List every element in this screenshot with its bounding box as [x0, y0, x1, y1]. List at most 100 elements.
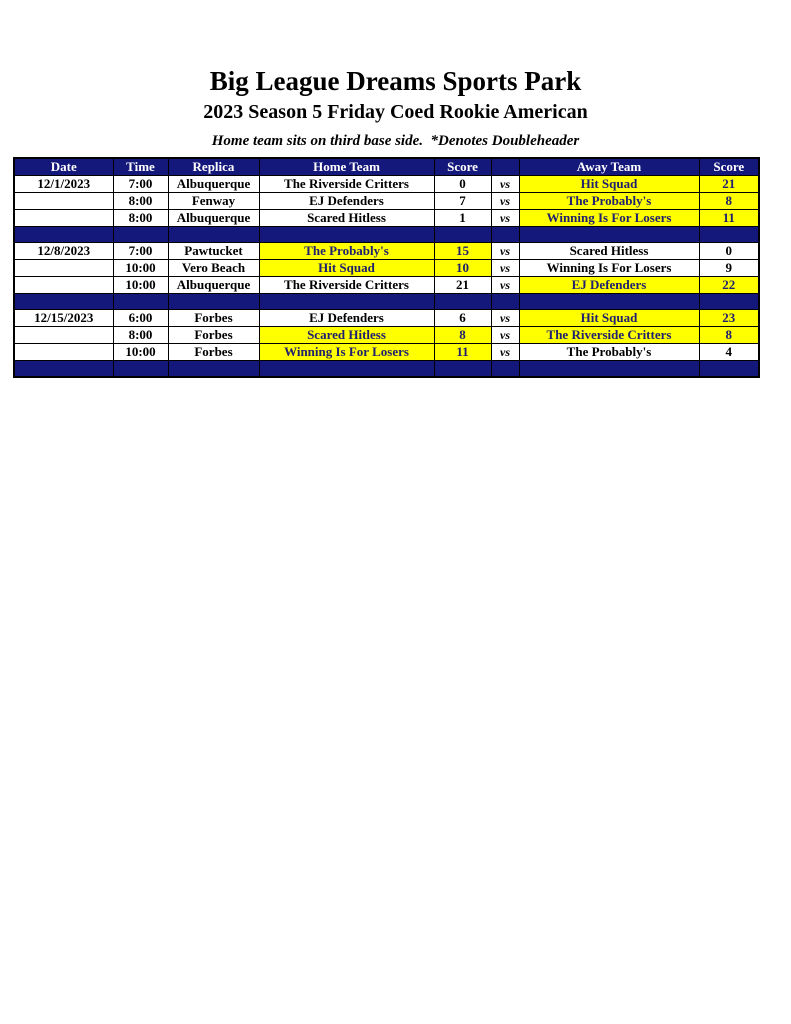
date-cell	[13, 343, 114, 361]
vs-cell: vs	[490, 276, 520, 294]
col-header-replica: Replica	[167, 157, 260, 176]
date-cell	[13, 192, 114, 210]
home-score-cell: 8	[433, 326, 492, 344]
replica-cell: Forbes	[167, 343, 260, 361]
vs-cell: vs	[490, 209, 520, 227]
away-score-cell: 4	[698, 343, 760, 361]
vs-cell: vs	[490, 175, 520, 193]
col-header-date: Date	[13, 157, 114, 176]
game-row: 12/8/2023 7:00 Pawtucket The Probably's 15 vs…	[13, 242, 760, 260]
game-row: 8:00 Fenway EJ Defenders 7 vs The Probably's 8	[13, 192, 760, 210]
separator-cell	[490, 360, 520, 378]
home-score-cell: 0	[433, 175, 492, 193]
separator-cell	[698, 360, 760, 378]
replica-cell: Fenway	[167, 192, 260, 210]
time-cell: 7:00	[112, 175, 169, 193]
separator-cell	[167, 226, 260, 243]
separator-row	[13, 226, 760, 243]
col-header-away-score: Score	[698, 157, 760, 176]
separator-cell	[490, 226, 520, 243]
away-team-cell: The Probably's	[518, 343, 700, 361]
home-team-cell: Winning Is For Losers	[258, 343, 435, 361]
separator-cell	[433, 293, 492, 310]
date-cell: 12/8/2023	[13, 242, 114, 260]
col-header-vs	[490, 157, 520, 176]
time-cell: 8:00	[112, 192, 169, 210]
game-row: 12/15/2023 6:00 Forbes EJ Defenders 6 vs Hit S…	[13, 309, 760, 327]
home-score-cell: 10	[433, 259, 492, 277]
home-team-cell: EJ Defenders	[258, 192, 435, 210]
date-cell	[13, 326, 114, 344]
separator-cell	[167, 360, 260, 378]
away-score-cell: 9	[698, 259, 760, 277]
game-row: 12/1/2023 7:00 Albuquerque The Riverside Cr…	[13, 175, 760, 193]
separator-cell	[433, 226, 492, 243]
away-score-cell: 8	[698, 326, 760, 344]
separator-cell	[13, 226, 114, 243]
away-team-cell: The Riverside Critters	[518, 326, 700, 344]
time-cell: 8:00	[112, 326, 169, 344]
time-cell: 10:00	[112, 343, 169, 361]
table-header-row: Date Time Replica Home Team Score Away Team Sc…	[13, 157, 760, 176]
away-team-cell: Hit Squad	[518, 175, 700, 193]
game-row: 8:00 Forbes Scared Hitless 8 vs The Riverside…	[13, 326, 760, 344]
home-team-cell: The Probably's	[258, 242, 435, 260]
separator-cell	[433, 360, 492, 378]
vs-cell: vs	[490, 343, 520, 361]
separator-cell	[112, 293, 169, 310]
time-cell: 6:00	[112, 309, 169, 327]
replica-cell: Vero Beach	[167, 259, 260, 277]
home-score-cell: 11	[433, 343, 492, 361]
home-score-cell: 15	[433, 242, 492, 260]
date-cell	[13, 276, 114, 294]
away-score-cell: 11	[698, 209, 760, 227]
separator-cell	[13, 293, 114, 310]
game-row: 10:00 Vero Beach Hit Squad 10 vs Winning Is F…	[13, 259, 760, 277]
col-header-home-score: Score	[433, 157, 492, 176]
replica-cell: Albuquerque	[167, 209, 260, 227]
separator-row	[13, 360, 760, 378]
away-score-cell: 8	[698, 192, 760, 210]
home-team-cell: The Riverside Critters	[258, 175, 435, 193]
away-score-cell: 23	[698, 309, 760, 327]
home-score-cell: 21	[433, 276, 492, 294]
date-cell: 12/15/2023	[13, 309, 114, 327]
away-team-cell: EJ Defenders	[518, 276, 700, 294]
replica-cell: Albuquerque	[167, 175, 260, 193]
col-header-away-team: Away Team	[518, 157, 700, 176]
separator-cell	[13, 360, 114, 378]
away-team-cell: Winning Is For Losers	[518, 209, 700, 227]
date-cell	[13, 209, 114, 227]
replica-cell: Pawtucket	[167, 242, 260, 260]
vs-cell: vs	[490, 259, 520, 277]
away-team-cell: Hit Squad	[518, 309, 700, 327]
home-team-cell: The Riverside Critters	[258, 276, 435, 294]
time-cell: 8:00	[112, 209, 169, 227]
away-score-cell: 0	[698, 242, 760, 260]
col-header-time: Time	[112, 157, 169, 176]
separator-cell	[518, 226, 700, 243]
separator-cell	[698, 293, 760, 310]
home-score-cell: 1	[433, 209, 492, 227]
page-subtitle: 2023 Season 5 Friday Coed Rookie America…	[203, 101, 588, 123]
game-row: 10:00 Forbes Winning Is For Losers 11 vs The …	[13, 343, 760, 361]
time-cell: 10:00	[112, 276, 169, 294]
vs-cell: vs	[490, 309, 520, 327]
home-team-cell: Scared Hitless	[258, 209, 435, 227]
home-score-cell: 7	[433, 192, 492, 210]
game-row: 8:00 Albuquerque Scared Hitless 1 vs Winning …	[13, 209, 760, 227]
away-score-cell: 21	[698, 175, 760, 193]
separator-cell	[258, 226, 435, 243]
separator-cell	[490, 293, 520, 310]
col-header-home-team: Home Team	[258, 157, 435, 176]
home-team-cell: Hit Squad	[258, 259, 435, 277]
date-cell	[13, 259, 114, 277]
replica-cell: Forbes	[167, 326, 260, 344]
away-team-cell: Winning Is For Losers	[518, 259, 700, 277]
replica-cell: Albuquerque	[167, 276, 260, 294]
separator-cell	[112, 360, 169, 378]
time-cell: 10:00	[112, 259, 169, 277]
date-cell: 12/1/2023	[13, 175, 114, 193]
vs-cell: vs	[490, 242, 520, 260]
